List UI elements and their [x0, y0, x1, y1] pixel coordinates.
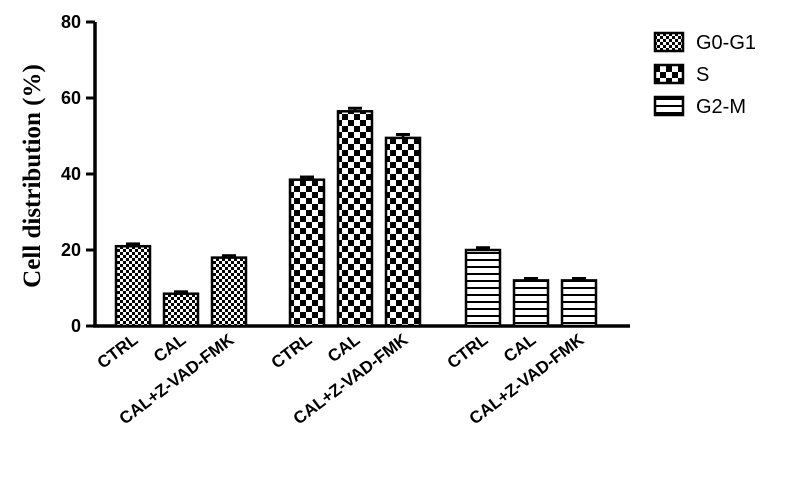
bar-S-CAL+Z-VAD-FMK — [384, 136, 422, 328]
bars — [114, 106, 598, 328]
y-tick-label: 80 — [61, 12, 81, 32]
legend-swatch-S — [653, 63, 685, 85]
y-tick-label: 0 — [71, 316, 81, 336]
y-axis-label: Cell distribution (%) — [19, 64, 46, 288]
bar-G2-M-CAL — [512, 279, 550, 328]
legend-label: S — [696, 64, 709, 86]
y-axis-title: Cell distribution (%) — [19, 64, 46, 288]
bar-G2-M-CTRL — [464, 248, 502, 328]
x-tick-label: CTRL — [268, 330, 316, 372]
legend-swatch-G0-G1 — [653, 31, 685, 53]
legend-swatch-G2-M — [653, 95, 685, 117]
legend: G0-G1 S G2-M — [653, 31, 756, 118]
y-tick-label: 40 — [61, 164, 81, 184]
bar-G0-G1-CAL+Z-VAD-FMK — [210, 256, 248, 328]
y-tick-label: 60 — [61, 88, 81, 108]
y-ticks: 0 20 40 60 80 — [61, 12, 95, 336]
bar-G0-G1-CAL — [162, 292, 200, 328]
legend-label: G2-M — [696, 96, 746, 118]
y-tick-label: 20 — [61, 240, 81, 260]
legend-label: G0-G1 — [696, 32, 756, 54]
x-tick-label: CTRL — [94, 330, 142, 372]
bar-S-CTRL — [288, 178, 326, 328]
x-tick-label: CTRL — [444, 330, 492, 372]
bar-G2-M-CAL+Z-VAD-FMK — [560, 279, 598, 328]
bar-S-CAL — [336, 110, 374, 328]
bar-G0-G1-CTRL — [114, 244, 152, 328]
